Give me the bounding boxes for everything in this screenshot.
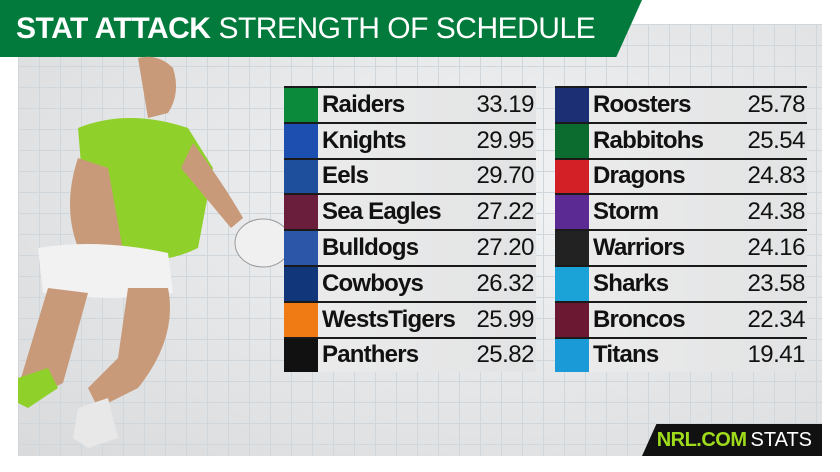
team-name: Sea Eagles bbox=[322, 198, 442, 226]
team-row: Warriors 24.16 bbox=[555, 229, 807, 265]
team-name: Roosters bbox=[593, 90, 691, 118]
team-value: 19.41 bbox=[747, 341, 805, 369]
team-row: Storm 24.38 bbox=[555, 193, 807, 230]
team-name: Dragons bbox=[593, 162, 686, 190]
eels-logo-icon bbox=[284, 159, 318, 194]
team-row: Titans 19.41 bbox=[555, 336, 807, 373]
raiders-logo-icon bbox=[284, 88, 318, 122]
rabbitohs-logo-icon bbox=[555, 123, 589, 158]
team-row: Raiders 33.19 bbox=[284, 86, 536, 122]
team-name: Eels bbox=[322, 162, 369, 190]
team-name: Sharks bbox=[593, 269, 669, 297]
team-value: 25.82 bbox=[476, 341, 534, 369]
team-value: 33.19 bbox=[476, 90, 534, 118]
team-row: Bulldogs 27.20 bbox=[284, 229, 536, 265]
team-row: Cowboys 26.32 bbox=[284, 264, 536, 301]
team-row: Dragons 24.83 bbox=[555, 157, 807, 194]
sharks-logo-icon bbox=[555, 266, 589, 301]
team-name: Titans bbox=[593, 341, 659, 369]
team-row: Panthers 25.82 bbox=[284, 336, 536, 373]
roosters-logo-icon bbox=[555, 88, 589, 122]
team-name: Raiders bbox=[322, 90, 405, 118]
team-name: Rabbitohs bbox=[593, 126, 704, 154]
team-name: Warriors bbox=[593, 234, 685, 262]
warriors-logo-icon bbox=[555, 231, 589, 265]
team-name: Knights bbox=[322, 126, 407, 154]
broncos-logo-icon bbox=[555, 302, 589, 337]
left-column: Raiders 33.19 Knights 29.95 Eels 29.70 S… bbox=[284, 86, 536, 373]
footer-badge: NRL.COM STATS bbox=[642, 424, 822, 456]
team-value: 25.54 bbox=[747, 126, 805, 154]
team-value: 26.32 bbox=[476, 269, 534, 297]
title-light: STRENGTH OF SCHEDULE bbox=[218, 11, 596, 45]
panthers-logo-icon bbox=[284, 338, 318, 373]
team-name: Broncos bbox=[593, 305, 686, 333]
knights-logo-icon bbox=[284, 123, 318, 158]
footer-label: STATS bbox=[750, 428, 812, 451]
bulldogs-logo-icon bbox=[284, 231, 318, 265]
team-value: 24.83 bbox=[747, 162, 805, 190]
team-name: WestsTigers bbox=[322, 305, 456, 333]
team-value: 24.38 bbox=[747, 198, 805, 226]
team-value: 25.78 bbox=[747, 90, 805, 118]
team-value: 29.95 bbox=[476, 126, 534, 154]
dragons-logo-icon bbox=[555, 159, 589, 194]
team-value: 29.70 bbox=[476, 162, 534, 190]
team-row: Roosters 25.78 bbox=[555, 86, 807, 122]
player-image bbox=[18, 56, 292, 448]
team-value: 27.20 bbox=[476, 234, 534, 262]
team-name: Panthers bbox=[322, 341, 419, 369]
team-row: Rabbitohs 25.54 bbox=[555, 121, 807, 158]
team-value: 25.99 bbox=[476, 305, 534, 333]
team-value: 23.58 bbox=[747, 269, 805, 297]
cowboys-logo-icon bbox=[284, 266, 318, 301]
team-value: 27.22 bbox=[476, 198, 534, 226]
sea-eagles-logo-icon bbox=[284, 195, 318, 230]
team-row: Sea Eagles 27.22 bbox=[284, 193, 536, 230]
team-row: Broncos 22.34 bbox=[555, 300, 807, 337]
team-row: WestsTigers 25.99 bbox=[284, 300, 536, 337]
team-name: Cowboys bbox=[322, 269, 424, 297]
storm-logo-icon bbox=[555, 195, 589, 230]
team-name: Storm bbox=[593, 198, 659, 226]
team-value: 22.34 bbox=[747, 305, 805, 333]
team-value: 24.16 bbox=[747, 234, 805, 262]
team-row: Sharks 23.58 bbox=[555, 264, 807, 301]
footer-brand: NRL.COM bbox=[656, 428, 747, 451]
team-row: Knights 29.95 bbox=[284, 121, 536, 158]
title-banner: STAT ATTACK STRENGTH OF SCHEDULE bbox=[0, 0, 642, 57]
team-row: Eels 29.70 bbox=[284, 157, 536, 194]
wests-tigers-logo-icon bbox=[284, 302, 318, 337]
team-name: Bulldogs bbox=[322, 234, 419, 262]
titans-logo-icon bbox=[555, 338, 589, 373]
title-bold: STAT ATTACK bbox=[16, 11, 211, 45]
right-column: Roosters 25.78 Rabbitohs 25.54 Dragons 2… bbox=[555, 86, 807, 373]
